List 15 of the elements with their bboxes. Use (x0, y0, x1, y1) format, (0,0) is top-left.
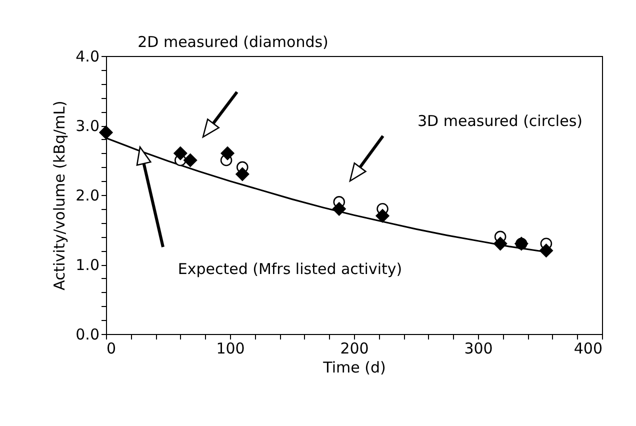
annotation: 3D measured (circles) (418, 112, 582, 130)
y-tick-label: 4.0 (76, 48, 100, 66)
y-tick-label: 1.0 (76, 256, 100, 274)
text: 2D measured (diamonds) (138, 33, 328, 51)
y-tick-label: 3.0 (76, 117, 100, 135)
x-tick-label: 0 (106, 340, 116, 358)
x-tick-label: 300 (464, 340, 493, 358)
y-axis-title: Activity/volume (kBq/mL) (50, 100, 69, 290)
x-tick-label: 400 (574, 340, 602, 358)
y-tick-label: 2.0 (76, 186, 100, 204)
x-tick-label: 200 (340, 340, 369, 358)
annotation: Expected (Mfrs listed activity) (178, 260, 402, 278)
x-axis-title: Time (d) (322, 358, 386, 376)
y-tick-label: 0.0 (76, 326, 100, 344)
x-tick-label: 100 (216, 340, 245, 358)
